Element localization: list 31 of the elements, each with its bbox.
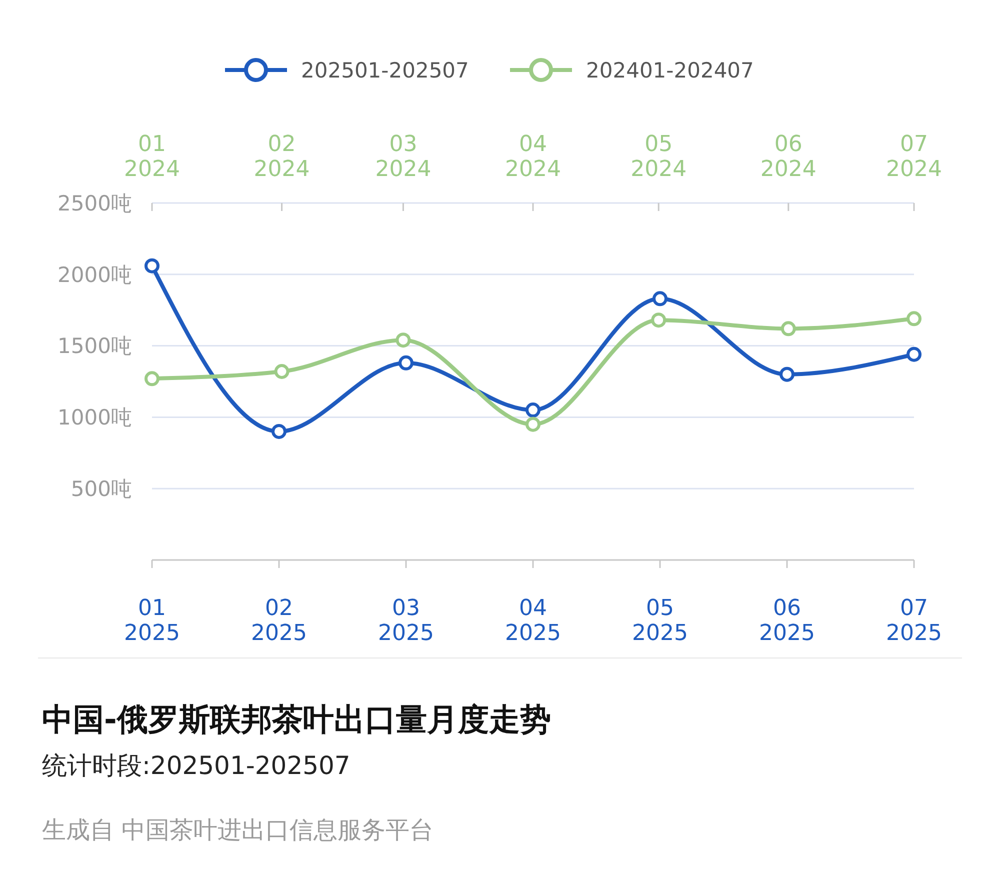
x-tick-label: 07 2025 [886,596,942,646]
y-tick-label: 1500吨 [58,334,132,358]
x2-tick-label: 03 2024 [375,132,432,182]
x-tick-label: 06 2025 [759,596,815,646]
x2-tick-label: 05 2024 [630,132,687,182]
y-tick-label: 2500吨 [58,191,132,216]
point [652,291,668,306]
x-tick-label: 05 2025 [632,596,688,646]
x-tick-label: 01 2025 [124,596,180,646]
text: 中国-俄罗斯联邦茶叶出口量月度走势 [42,702,551,738]
legend-label: 202401-202407 [586,58,754,82]
point [780,366,794,382]
x2-tick-label: 06 2024 [760,132,816,182]
text: 统计时段:202501-202507 [42,751,350,780]
point [398,355,414,370]
point [906,346,922,362]
x-tick-label: 02 2025 [251,596,307,646]
text: 生成自 中国茶叶进出口信息服务平台 [42,816,434,844]
y-tick-label: 500吨 [70,476,132,501]
x2-tick-label: 07 2024 [886,132,942,182]
x2-tick-label: 04 2024 [505,132,561,182]
point [272,424,286,439]
x2-tick-label: 01 2024 [124,132,180,182]
y-tick-label: 2000吨 [58,262,132,287]
x-tick-label: 04 2025 [505,596,561,646]
point [144,258,160,274]
x-tick-label: 03 2025 [378,596,434,646]
y-tick-label: 1000吨 [58,406,132,430]
point [526,402,540,418]
x2-tick-label: 02 2024 [254,132,310,182]
legend-label: 202501-202507 [301,58,469,82]
